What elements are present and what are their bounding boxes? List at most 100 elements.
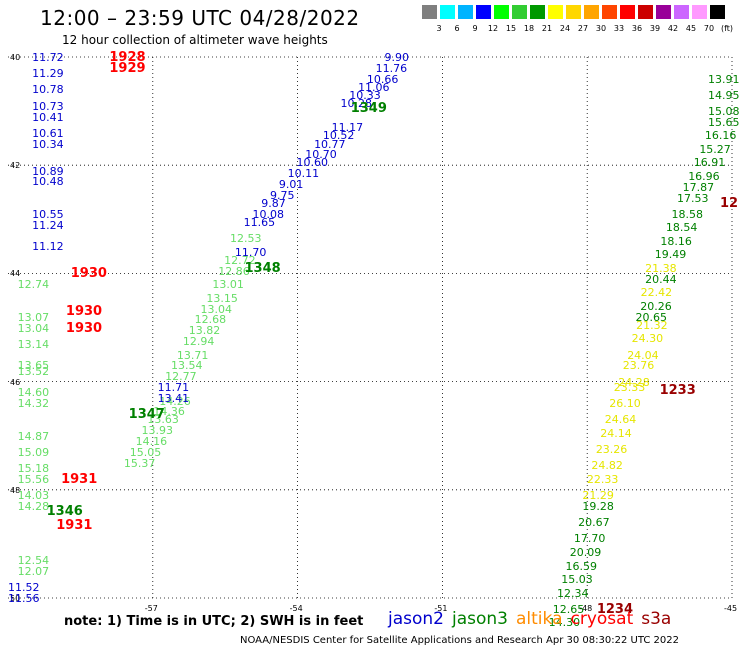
wave-height-value: 10.41 (32, 110, 64, 124)
pass-time-label: 1234 (596, 601, 634, 617)
wave-height-value: 11.56 (8, 592, 40, 605)
pass-time-label: 1930 (65, 304, 103, 320)
scale-swatch (566, 5, 581, 19)
wave-height-value: 14.87 (17, 429, 50, 443)
scale-swatch (656, 5, 671, 19)
satellite-legend: jason2 jason3 altika cryosat s3a (388, 609, 679, 629)
wave-height-value: 14.36 (153, 405, 185, 419)
wave-height-value: 12.53 (230, 232, 262, 246)
wave-height-value: 24.04 (627, 348, 659, 362)
wave-height-value: 12.65 (552, 602, 585, 616)
scale-label: 15 (505, 24, 517, 33)
wave-height-value: 23.76 (622, 359, 655, 373)
wave-height-value: 13.82 (188, 324, 221, 338)
scale-swatch (512, 5, 527, 19)
pass-time-label: 12 (720, 196, 739, 212)
lat-tick-label: 44 (10, 269, 21, 279)
wave-height-value: 20.67 (578, 516, 610, 530)
wave-height-value: 20.09 (569, 546, 602, 559)
lat-tick-label: 40 (10, 53, 21, 62)
wave-height-value: 18.58 (671, 207, 703, 221)
wave-height-value: 11.65 (243, 216, 276, 229)
scale-swatch (494, 5, 509, 19)
wave-height-value: 15.65 (708, 115, 740, 129)
wave-height-value: 13.93 (141, 424, 174, 438)
scale-label: 6 (454, 24, 460, 33)
wave-height-value: 11.17 (331, 121, 364, 135)
lon-tick-label: -54 (289, 604, 303, 613)
wave-height-value: 12.34 (557, 586, 589, 600)
scale-swatch (548, 5, 563, 19)
wave-height-value: 12.07 (17, 564, 50, 578)
lat-tick-label: 48 (10, 485, 21, 495)
wave-height-value: 12.86 (218, 264, 250, 278)
wave-height-value: 10.55 (32, 207, 64, 221)
wave-height-value: 12.72 (224, 253, 256, 267)
wave-height-value: 9.75 (270, 188, 295, 202)
scale-label: 70 (703, 24, 715, 33)
wave-height-value: 13.65 (17, 359, 50, 373)
wave-height-value: 19.49 (654, 248, 687, 262)
scale-label: 18 (523, 24, 535, 33)
scale-swatch (710, 5, 725, 19)
wave-height-value: 24.28 (618, 375, 650, 389)
map-title: 12:00 – 23:59 UTC 04/28/2022 (40, 6, 360, 30)
wave-height-value: 11.76 (375, 61, 408, 75)
wave-height-value: 14.26 (159, 394, 191, 408)
wave-height-value: 9.01 (278, 178, 304, 192)
scale-label: 9 (472, 24, 478, 33)
wave-height-value: 20.26 (640, 299, 672, 313)
wave-height-value: 13.07 (17, 310, 50, 324)
scale-label: 42 (667, 24, 679, 33)
scale-swatch (530, 5, 545, 19)
wave-height-value: 10.66 (366, 72, 399, 86)
wave-height-value: 16.59 (565, 559, 597, 573)
scale-label: 33 (613, 24, 625, 33)
lon-tick-label: -57 (144, 604, 158, 613)
wave-height-value: 10.48 (32, 175, 64, 189)
wave-height-value: 15.37 (123, 456, 156, 470)
wave-height-value: 12.68 (194, 313, 227, 327)
scale-label: 21 (541, 24, 553, 33)
legend-jason3: jason3 (452, 609, 508, 629)
wave-height-value: 12.77 (165, 370, 197, 384)
wave-height-value: 24.14 (600, 426, 632, 440)
wave-height-value: 24.82 (591, 459, 623, 473)
wave-height-value: 15.56 (17, 472, 50, 486)
wave-height-value: 12.54 (17, 554, 50, 568)
pass-time-label: 1930 (70, 266, 107, 282)
wave-height-value: 23.26 (595, 443, 628, 457)
pass-time-label: 1931 (56, 517, 93, 533)
wave-height-value: 10.89 (32, 164, 64, 178)
legend-cryosat: cryosat (570, 609, 634, 629)
wave-height-value: 14.95 (708, 88, 740, 102)
wave-height-value: 16.91 (693, 156, 726, 170)
wave-height-value: 17.70 (573, 532, 606, 546)
scale-swatch (674, 5, 689, 19)
wave-height-value: 10.61 (32, 126, 64, 140)
wave-height-value: 26.10 (609, 397, 641, 411)
legend-s3a: s3a (641, 609, 672, 629)
wave-height-value: 11.24 (32, 218, 64, 232)
wave-height-value: 20.44 (645, 272, 677, 286)
wave-height-value: 9.90 (384, 51, 409, 64)
wave-height-value: 11.70 (234, 245, 267, 259)
map-subtitle: 12 hour collection of altimeter wave hei… (62, 33, 328, 47)
scale-label: 12 (487, 24, 499, 33)
wave-height-value: 15.27 (699, 142, 731, 156)
wave-height-value: 13.04 (200, 302, 233, 316)
lon-tick-label: -51 (434, 604, 448, 613)
wave-height-value: 13.04 (17, 321, 50, 335)
wave-height-value: 11.52 (8, 581, 40, 595)
scale-swatch (620, 5, 635, 19)
pass-time-label: 1346 (46, 504, 83, 520)
wave-height-value: 13.01 (212, 278, 244, 292)
lon-tick-label: -45 (724, 604, 738, 613)
scale-label: (ft) (720, 24, 734, 33)
wave-height-value: 10.73 (32, 99, 64, 113)
scale-label: 36 (631, 24, 643, 33)
pass-time-label: 1928 (109, 50, 146, 65)
wave-height-value: 22.42 (640, 286, 673, 300)
wave-height-value: 21.32 (636, 318, 668, 332)
